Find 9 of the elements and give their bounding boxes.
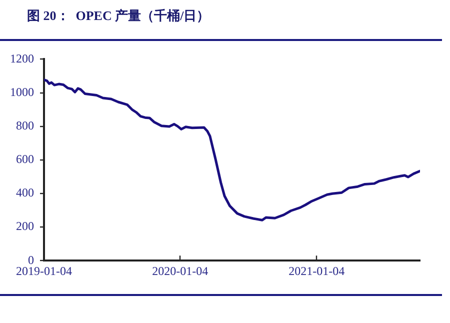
y-tick-label: 800 <box>16 118 34 132</box>
chart-title: 图 20： OPEC 产量（千桶/日） <box>27 7 210 25</box>
x-tick-label: 2020-01-04 <box>152 264 208 278</box>
y-tick-label: 400 <box>16 186 34 200</box>
y-tick-label: 1000 <box>10 84 34 99</box>
y-tick-label: 1200 <box>10 51 34 66</box>
y-tick-label: 200 <box>16 219 34 234</box>
x-tick-label: 2021-01-04 <box>288 264 345 278</box>
y-tick-label: 600 <box>16 152 34 166</box>
